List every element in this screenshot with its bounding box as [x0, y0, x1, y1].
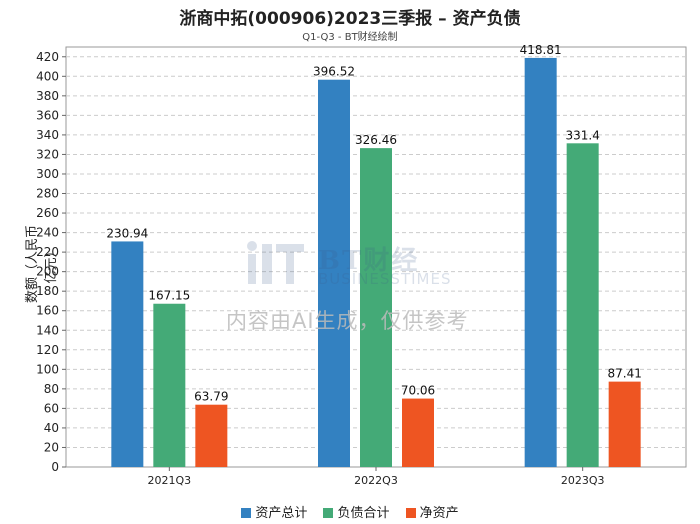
y-tick-label: 240	[36, 226, 59, 240]
y-tick-label: 180	[36, 284, 59, 298]
data-label: 326.46	[355, 133, 397, 147]
bar-资产总计-2023Q3	[524, 57, 557, 467]
data-label: 396.52	[313, 65, 355, 79]
chart-title: 浙商中拓(000906)2023三季报 – 资产负债	[179, 9, 521, 29]
data-label: 230.94	[106, 226, 148, 240]
bar-负债合计-2021Q3	[153, 303, 186, 467]
watermark-brand: BT财经	[318, 246, 420, 276]
bar-负债合计-2023Q3	[566, 143, 599, 467]
y-tick-label: 300	[36, 167, 59, 181]
y-tick-label: 340	[36, 128, 59, 142]
bar-资产总计-2021Q3	[111, 241, 144, 467]
x-tick-label: 2023Q3	[561, 474, 605, 487]
y-tick-label: 360	[36, 108, 59, 122]
y-tick-label: 380	[36, 89, 59, 103]
bt-logo-icon	[247, 241, 304, 284]
bar-负债合计-2022Q3	[360, 148, 392, 468]
data-label: 418.81	[520, 43, 562, 57]
legend-swatch-net-assets	[405, 508, 416, 518]
watermark-logo: BT财经 BUSINESSTIMES	[246, 240, 476, 290]
legend-label-assets: 资产总计	[255, 506, 308, 521]
bar-净资产-2022Q3	[402, 398, 434, 467]
y-tick-label: 420	[36, 50, 59, 64]
y-tick-label: 160	[36, 304, 59, 318]
legend-item-assets: 资产总计	[241, 502, 307, 521]
y-tick-label: 80	[44, 382, 59, 396]
y-tick-label: 220	[36, 245, 59, 259]
watermark-brand-sub: BUSINESSTIMES	[318, 270, 452, 288]
y-tick-label: 260	[36, 206, 59, 220]
x-tick-label: 2021Q3	[148, 474, 192, 487]
legend-label-liabilities: 负债合计	[337, 506, 390, 521]
bar-资产总计-2022Q3	[318, 79, 350, 468]
y-tick-label: 0	[51, 460, 59, 474]
data-label: 63.79	[194, 390, 228, 404]
y-tick-label: 20	[44, 440, 59, 454]
y-tick-label: 280	[36, 187, 59, 201]
data-label: 167.15	[148, 289, 190, 303]
chart-subtitle: Q1-Q3 - BT财经绘制	[302, 32, 398, 43]
y-tick-label: 100	[36, 362, 59, 376]
legend-item-liabilities: 负债合计	[323, 502, 390, 521]
bar-净资产-2023Q3	[608, 381, 641, 467]
y-tick-label: 40	[44, 421, 59, 435]
bar-chart: 0 20 40 60 80 100 120 140 160 180 200 220 240 260 280 3…	[36, 43, 687, 487]
data-label: 87.41	[607, 367, 641, 381]
bar-净资产-2021Q3	[195, 404, 228, 467]
legend-swatch-assets	[241, 508, 252, 518]
chart-legend: 资产总计 负债合计 净资产	[0, 502, 700, 521]
y-tick-label: 120	[36, 343, 59, 357]
y-tick-label: 400	[36, 69, 59, 83]
legend-item-net-assets: 净资产	[405, 502, 459, 521]
y-tick-label: 320	[36, 147, 59, 161]
legend-label-net-assets: 净资产	[419, 506, 459, 521]
legend-swatch-liabilities	[323, 508, 334, 518]
ai-notice-watermark: 内容由AI生成，仅供参考	[226, 309, 469, 333]
y-tick-label: 200	[36, 265, 59, 279]
y-tick-label: 60	[44, 401, 59, 415]
data-label: 331.4	[565, 128, 599, 142]
y-tick-label: 140	[36, 323, 59, 337]
x-tick-label: 2022Q3	[354, 474, 398, 487]
data-label: 70.06	[401, 384, 435, 398]
